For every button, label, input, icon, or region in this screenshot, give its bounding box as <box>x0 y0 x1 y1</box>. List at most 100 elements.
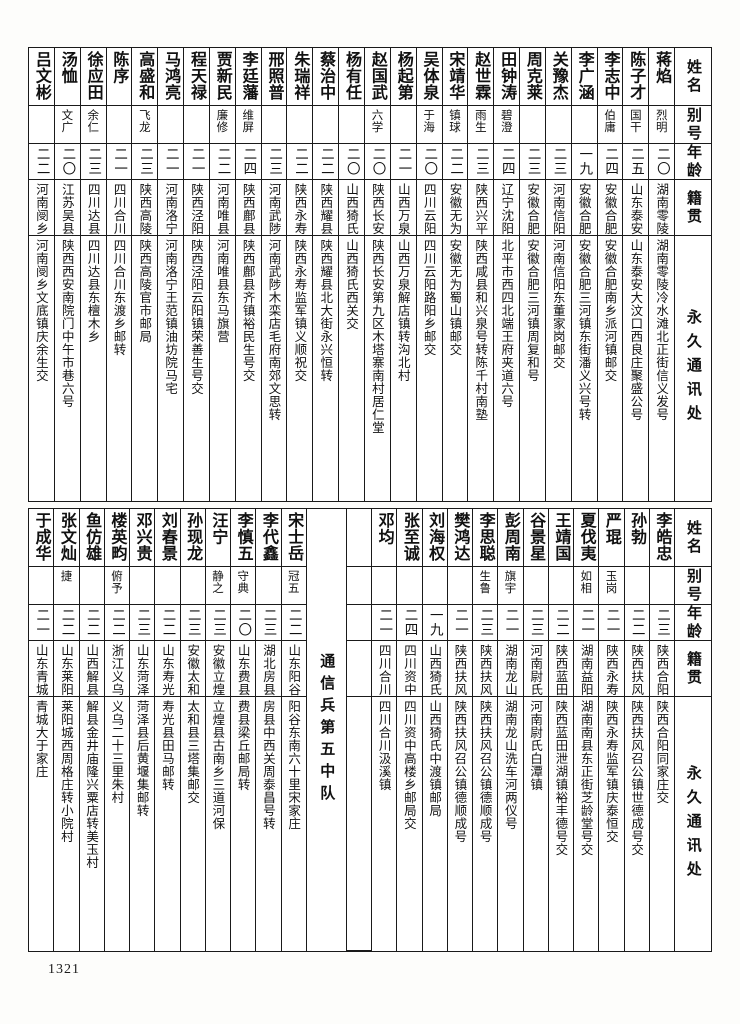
entry-age: 二二 <box>548 605 573 641</box>
entry-native-text: 四川资中 <box>402 644 417 696</box>
empty-column <box>346 509 372 951</box>
roster-entry-column: 程天禄 二一 陕西泾阳 陕西泾阳云阳镇荣善生号交 <box>184 48 210 501</box>
entry-native-text: 河南信阳 <box>550 183 566 235</box>
entry-age: 二四 <box>397 605 422 641</box>
entry-name-text: 汤恤 <box>58 51 78 84</box>
roster-entry-column: 朱瑞祥 二二 陕西永寿 陕西永寿监军镇义顺祝交 <box>287 48 314 501</box>
entry-age: 二三 <box>205 605 230 641</box>
row-header-alias: 别号 <box>675 106 712 144</box>
entry-native: 安徽无为 <box>442 180 468 236</box>
entry-native: 四川云阳 <box>416 180 442 236</box>
entry-name-text: 邓兴贵 <box>133 512 153 562</box>
entry-age-text: 二二 <box>58 608 75 637</box>
entry-age: 二二 <box>442 144 468 180</box>
roster-entry-column: 张文灿捷二二 山东莱阳 莱阳城西周格庄转小院村 <box>54 509 80 951</box>
entry-alias <box>29 567 54 605</box>
entry-age: 二三 <box>256 605 281 641</box>
entry-name-text: 刘海权 <box>426 512 446 562</box>
entry-native: 四川资中 <box>397 641 422 697</box>
row-header-alias-text: 别号 <box>685 107 704 143</box>
entry-name: 汤恤 <box>54 48 80 106</box>
entry-age: 二二 <box>287 144 313 180</box>
entry-native-text: 陕西鄜县 <box>240 183 256 235</box>
entry-alias-text: 伯庸 <box>603 109 618 133</box>
row-header-native-text: 籍贯 <box>685 190 704 226</box>
entry-name: 马鸿亮 <box>158 48 184 106</box>
entry-address: 莱阳城西周格庄转小院村 <box>54 697 78 951</box>
entry-address-text: 陕西扶风召公镇德顺成号 <box>477 700 493 843</box>
entry-native: 陕西扶风 <box>447 641 472 697</box>
entry-age-text: 二一 <box>603 608 620 637</box>
entry-address-text: 山东泰安大汶口西良庄聚盛公号 <box>628 239 644 421</box>
row-header-address: 永久通讯处 <box>675 697 711 951</box>
entry-name-text: 李广涵 <box>575 51 595 101</box>
entry-native-text: 四川合川 <box>111 183 127 235</box>
entry-address: 四川合川东渡乡邮转 <box>107 236 132 501</box>
entry-name: 宋靖华 <box>442 48 468 106</box>
roster-entry-column: 李广涵 一九 安徽合肥 安徽合肥三河镇东街潘义兴号转 <box>571 48 598 501</box>
entry-native-text: 陕西合阳 <box>654 644 670 696</box>
entry-age: 二三 <box>261 144 287 180</box>
entry-age-text: 二三 <box>136 147 153 176</box>
entry-address-text: 陕西扶风召公镇世德成号交 <box>629 700 645 856</box>
roster-entry-column: 关豫杰 二三 河南信阳 河南信阳东董家岗邮交 <box>545 48 572 501</box>
entry-alias <box>545 106 571 144</box>
entry-address-text: 河南信阳东董家岗邮交 <box>550 239 566 369</box>
entry-age: 二二 <box>79 605 104 641</box>
entry-alias <box>372 567 397 605</box>
entry-name: 李慎五 <box>231 509 256 567</box>
entry-name-text: 陈序 <box>110 51 130 84</box>
entry-age-text: 二四 <box>240 147 257 176</box>
entry-address: 陕西咸县和兴泉号转陈千村南塾 <box>468 236 493 501</box>
entry-address-text: 安徽合肥三河镇周复和号 <box>524 239 540 382</box>
entry-native-text: 安徽合肥 <box>602 183 618 235</box>
entry-alias-text: 国干 <box>628 109 643 133</box>
entry-alias: 冠五 <box>281 567 306 605</box>
entry-name: 张至诚 <box>397 509 422 567</box>
roster-entry-column: 孙勃 二二 陕西扶风 陕西扶风召公镇世德成号交 <box>624 509 650 951</box>
entry-age-text: 一九 <box>576 147 593 176</box>
entry-age-text: 二二 <box>159 608 176 637</box>
entry-name-text: 李廷藩 <box>239 51 259 101</box>
entry-age-text: 二〇 <box>59 147 76 176</box>
entry-age: 二一 <box>184 144 209 180</box>
entry-age-text: 二一 <box>376 608 393 637</box>
entry-name-text: 谷景星 <box>527 512 547 562</box>
entry-name: 李代鑫 <box>256 509 281 567</box>
entry-native: 河南尉氏 <box>523 641 548 697</box>
entry-address: 安徽合肥三河镇周复和号 <box>520 236 545 501</box>
entry-alias: 于海 <box>416 106 442 144</box>
entry-name: 刘春景 <box>155 509 180 567</box>
entry-name: 王靖国 <box>548 509 573 567</box>
entry-age-text: 二四 <box>401 608 418 637</box>
entry-name: 吴体泉 <box>416 48 442 106</box>
entry-name: 谷景星 <box>523 509 548 567</box>
row-header-age: 年龄 <box>675 144 712 180</box>
entry-address: 四川达县东檀木乡 <box>81 236 106 501</box>
entry-address: 安徽合肥三河镇东街潘义兴号转 <box>572 236 597 501</box>
roster-entry-column: 陈序 二一 四川合川 四川合川东渡乡邮转 <box>106 48 133 501</box>
roster-entry-column: 杨有任 二〇 山西猗氏 山西猗氏西关交 <box>339 48 365 501</box>
entry-age-text: 二三 <box>477 608 494 637</box>
entry-age-text: 二三 <box>266 147 283 176</box>
entry-age: 二〇 <box>54 144 80 180</box>
entry-address-text: 青城大于家庄 <box>33 700 49 778</box>
entry-address-text: 陕西咸县和兴泉号转陈千村南塾 <box>473 239 489 421</box>
entry-name: 李皓忠 <box>649 509 674 567</box>
entry-address: 陕西泾阳云阳镇荣善生号交 <box>184 236 209 501</box>
entry-age-text: 二一 <box>33 608 50 637</box>
entry-address-text: 陕西蓝田泄湖镇裕丰德号交 <box>553 700 569 856</box>
entry-native: 安徽合肥 <box>520 180 545 236</box>
entry-address: 义乌二十三里朱村 <box>105 697 129 951</box>
entry-address-text: 四川合川东渡乡邮转 <box>111 239 127 356</box>
entry-alias: 烈明 <box>649 106 675 144</box>
entry-alias <box>520 106 545 144</box>
empty-cell <box>346 605 371 641</box>
entry-address-text: 立煌县古南乡三道河保 <box>210 700 226 830</box>
entry-age: 一九 <box>422 605 447 641</box>
entry-address: 北平市西四北端王府夹道六号 <box>494 236 519 501</box>
entry-alias: 余仁 <box>80 106 106 144</box>
entry-native: 湖南龙山 <box>498 641 523 697</box>
roster-entry-column: 李慎五 守典 二〇 山东费县 费县梁丘邮局转 <box>231 509 257 951</box>
entry-age: 二三 <box>468 144 494 180</box>
